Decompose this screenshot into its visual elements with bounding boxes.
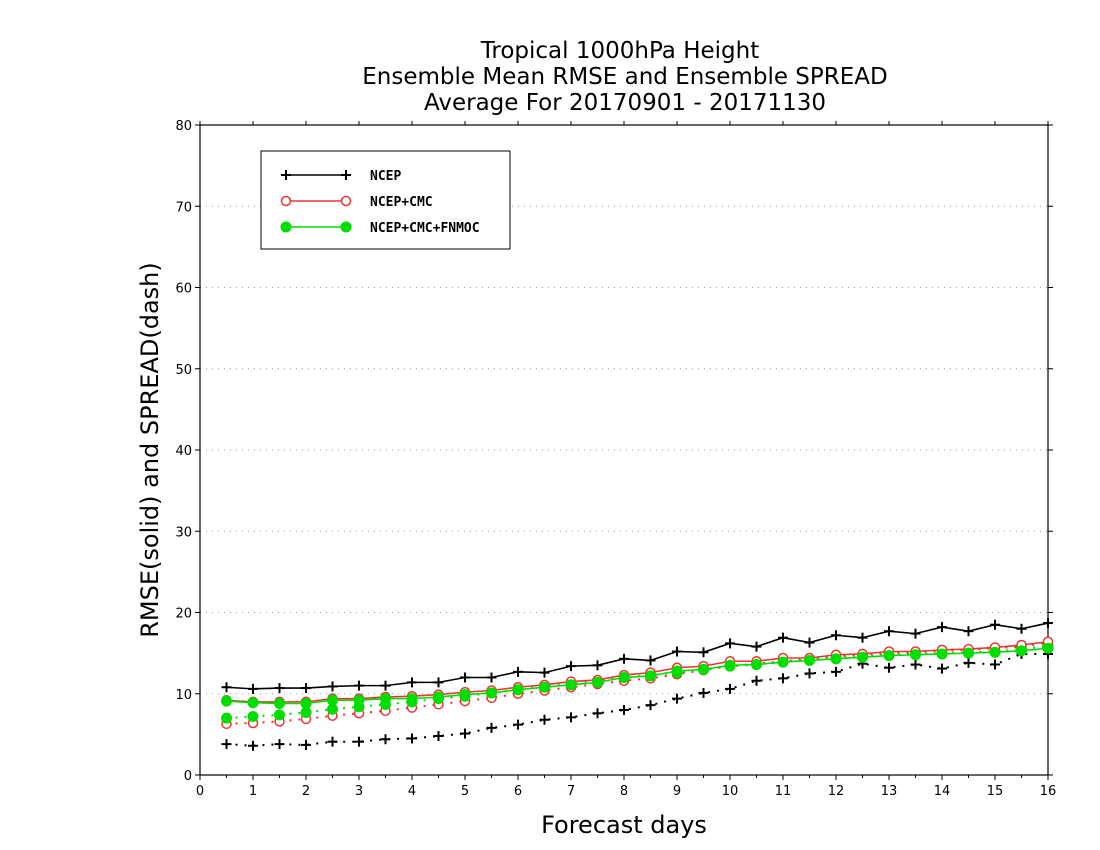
x-tick-label-16: 16	[1040, 784, 1057, 799]
title-line-2: Ensemble Mean RMSE and Ensemble SPREAD	[362, 64, 887, 90]
x-tick-label-1: 1	[249, 784, 257, 799]
rmse-point	[830, 653, 842, 665]
rmse-line	[226, 647, 1049, 705]
rmse-point	[804, 654, 815, 666]
rmse-point	[406, 693, 418, 705]
rmse-point	[857, 651, 868, 663]
legend-box	[260, 150, 511, 250]
x-tick-label-0: 0	[196, 784, 204, 799]
x-tick-label-2: 2	[302, 784, 310, 799]
legend-label: NCEP	[370, 169, 401, 184]
grid	[200, 205, 1048, 695]
rmse-point	[274, 698, 285, 709]
y-tick-label-70: 70	[175, 200, 192, 215]
rmse-point	[963, 647, 974, 659]
spread-point	[247, 711, 259, 722]
rmse-point	[1016, 645, 1027, 657]
rmse-point	[883, 650, 895, 662]
spread-point	[274, 709, 285, 721]
x-tick-label-8: 8	[620, 784, 628, 799]
legend-marker-left	[280, 221, 292, 233]
x-tick-label-6: 6	[514, 784, 522, 799]
x-tick-label-11: 11	[775, 784, 792, 799]
y-tick-label-10: 10	[175, 688, 192, 703]
legend-marker-left	[280, 195, 292, 207]
series-2-rmse	[221, 642, 1054, 709]
y-tick-label-20: 20	[175, 607, 192, 622]
x-tick-label-7: 7	[567, 784, 575, 799]
y-axis-label: RMSE(solid) and SPREAD(dash)	[136, 262, 164, 638]
rmse-point	[777, 656, 789, 668]
chart-title: Tropical 1000hPa Height Ensemble Mean RM…	[362, 38, 887, 116]
y-tick-label-50: 50	[175, 363, 192, 378]
rmse-point	[433, 691, 444, 703]
series-layer	[221, 618, 1054, 751]
rmse-point	[247, 697, 259, 709]
rmse-point	[539, 681, 550, 693]
legend: NCEP NCEP+CMC NCEP+CMC+FNMOC	[260, 150, 511, 250]
legend-item-1: NCEP+CMC	[280, 195, 433, 210]
title-line-3: Average For 20170901 - 20171130	[424, 90, 826, 116]
rmse-line	[226, 640, 1049, 703]
rmse-point	[300, 698, 312, 709]
series-1-spread	[221, 637, 1054, 730]
y-tick-label-0: 0	[184, 769, 192, 784]
rmse-point	[327, 694, 338, 706]
rmse-point	[645, 670, 656, 682]
y-tick-label-80: 80	[175, 119, 192, 134]
rmse-point	[486, 687, 497, 699]
x-tick-label-12: 12	[828, 784, 845, 799]
rmse-point	[724, 659, 736, 671]
x-tick-label-10: 10	[722, 784, 739, 799]
spread-line	[226, 644, 1049, 720]
rmse-point	[353, 694, 365, 706]
series-1-rmse	[221, 636, 1054, 708]
title-line-1: Tropical 1000hPa Height	[480, 38, 760, 64]
rmse-point	[221, 695, 232, 707]
rmse-point	[936, 648, 948, 660]
rmse-point	[1042, 642, 1054, 654]
legend-marker-right	[340, 195, 352, 207]
rmse-point	[671, 665, 683, 677]
rmse-point	[380, 693, 391, 705]
legend-item-0: NCEP	[281, 169, 401, 184]
x-tick-label-13: 13	[881, 784, 898, 799]
x-tick-label-14: 14	[934, 784, 951, 799]
rmse-point	[618, 672, 630, 683]
rmse-point	[698, 663, 709, 675]
series-0-rmse	[221, 618, 1053, 694]
x-tick-label-9: 9	[673, 784, 681, 799]
rmse-point	[592, 676, 603, 688]
legend-label: NCEP+CMC	[370, 195, 433, 210]
rmse-point	[565, 679, 577, 691]
x-axis-label: Forecast days	[541, 811, 707, 839]
legend-label: NCEP+CMC+FNMOC	[370, 221, 480, 236]
rmse-point	[910, 649, 921, 661]
series-2-spread	[221, 640, 1054, 724]
x-tick-label-5: 5	[461, 784, 469, 799]
x-tick-label-4: 4	[408, 784, 416, 799]
rmse-point	[512, 684, 524, 696]
spread-point	[221, 712, 232, 724]
series-0-spread	[221, 648, 1053, 751]
rmse-point	[989, 646, 1001, 658]
y-tick-label-30: 30	[175, 525, 192, 540]
legend-item-2: NCEP+CMC+FNMOC	[280, 221, 480, 236]
x-tick-label-3: 3	[355, 784, 363, 799]
y-tick-label-60: 60	[175, 282, 192, 297]
rmse-point	[459, 689, 471, 701]
x-tick-label-15: 15	[987, 784, 1004, 799]
y-tick-label-40: 40	[175, 444, 192, 459]
legend-marker-right	[340, 221, 352, 233]
rmse-line	[226, 622, 1049, 690]
rmse-point	[751, 659, 762, 670]
